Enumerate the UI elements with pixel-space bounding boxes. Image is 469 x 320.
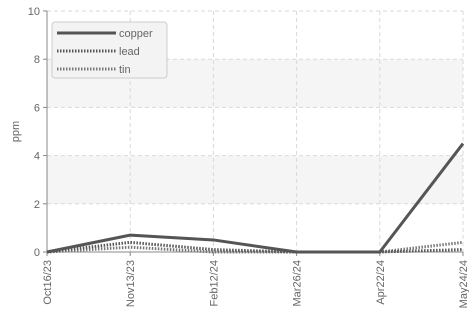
x-tick-label: May24/24 — [458, 260, 469, 308]
legend-label-tin: tin — [119, 64, 131, 76]
series-line-lead — [46, 240, 464, 254]
x-tick-label: Nov13/23 — [125, 260, 137, 307]
x-tick-label: Oct16/23 — [42, 260, 54, 305]
y-tick-label: 8 — [34, 54, 40, 66]
x-tick-labels: Oct16/23 Nov13/23 Feb12/24 Mar26/24 Apr22/24… — [42, 252, 469, 308]
y-tick-labels: 0 2 4 6 8 10 — [28, 6, 47, 259]
series-lines — [46, 142, 465, 254]
series-line-tin — [46, 240, 464, 254]
plot-bands — [47, 59, 463, 204]
grid-lines — [47, 10, 464, 252]
grid-band — [47, 155, 463, 204]
y-axis-title: ppm — [10, 121, 22, 142]
series-line-copper — [46, 142, 465, 254]
y-tick-label: 0 — [34, 247, 40, 259]
x-tick-label: Mar26/24 — [292, 260, 304, 306]
y-tick-label: 4 — [34, 151, 40, 163]
legend: copper lead tin — [51, 21, 168, 79]
legend-label-copper: copper — [119, 28, 153, 40]
y-tick-label: 6 — [34, 102, 40, 114]
legend-label-lead: lead — [119, 46, 140, 58]
x-tick-label: Feb12/24 — [208, 260, 220, 306]
y-tick-label: 2 — [34, 199, 40, 211]
y-tick-label: 10 — [28, 6, 40, 18]
x-tick-label: Apr22/24 — [375, 260, 387, 305]
